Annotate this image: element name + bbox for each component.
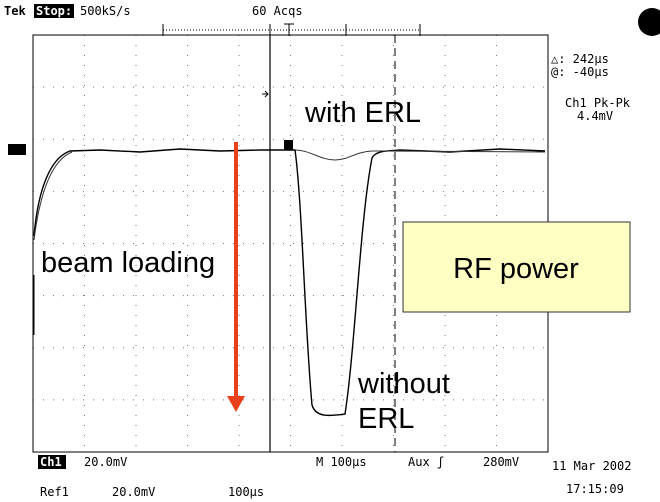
without-erl-label: ERL bbox=[358, 403, 414, 435]
channel: Ch1 bbox=[40, 455, 62, 469]
timebase: M 100µs bbox=[316, 455, 367, 469]
with-erl-label: with ERL bbox=[304, 97, 421, 129]
channel-marker bbox=[8, 144, 26, 155]
beam-loading-label: beam loading bbox=[41, 247, 215, 279]
offset-readout: @: -40µs bbox=[551, 65, 609, 79]
status: Stop: bbox=[36, 4, 72, 18]
ref: Ref1 bbox=[40, 485, 69, 499]
ref-timebase: 100µs bbox=[228, 485, 264, 499]
trace-with-erl bbox=[33, 149, 546, 241]
trigger-arrow bbox=[262, 90, 269, 98]
sample-rate: 500kS/s bbox=[80, 4, 131, 18]
measurement-label: Ch1 Pk-Pk bbox=[565, 96, 631, 110]
acquisitions: 60 Acqs bbox=[252, 4, 303, 18]
arrow-head bbox=[227, 396, 245, 412]
trigger-bracket bbox=[162, 23, 421, 36]
trace-without-erl bbox=[33, 148, 546, 417]
trigger: Aux ʃ bbox=[408, 455, 444, 469]
trigger-level: 280mV bbox=[483, 455, 519, 469]
delta-readout: △: 242µs bbox=[551, 52, 609, 66]
rf-power-box bbox=[402, 221, 631, 313]
channel-box bbox=[38, 455, 66, 469]
ref-scale: 20.0mV bbox=[112, 485, 155, 499]
date: 11 Mar 2002 bbox=[552, 459, 631, 473]
without-erl-label: without bbox=[357, 368, 450, 400]
trigger-marker bbox=[284, 140, 293, 150]
status-box bbox=[34, 4, 74, 18]
corner-dot bbox=[638, 8, 660, 36]
rf-power-label: RF power bbox=[453, 253, 579, 285]
channel-scale: 20.0mV bbox=[84, 455, 127, 469]
time: 17:15:09 bbox=[566, 482, 624, 496]
brand: Tek bbox=[4, 4, 26, 18]
measurement-value: 4.4mV bbox=[577, 109, 613, 123]
